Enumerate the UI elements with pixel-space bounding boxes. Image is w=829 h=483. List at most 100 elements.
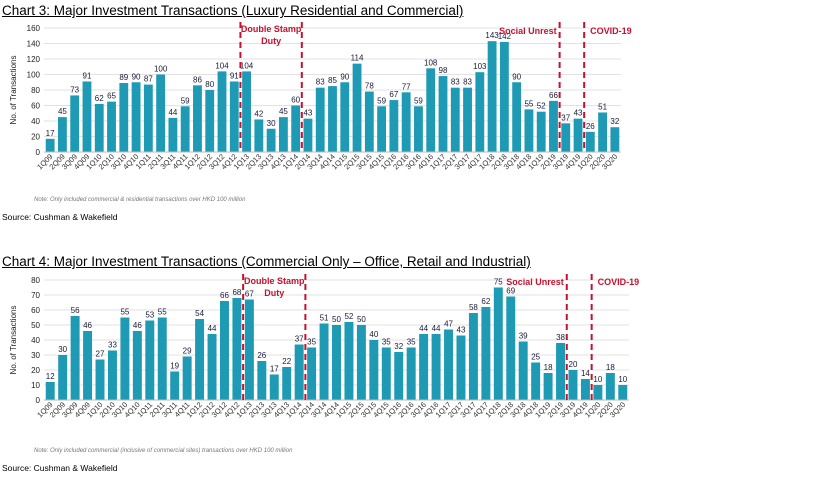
bar	[207, 334, 217, 400]
data-label: 67	[245, 290, 254, 299]
bar	[83, 331, 93, 400]
data-label: 83	[451, 78, 460, 87]
y-axis-label: No. of Transactions	[9, 306, 18, 375]
bar	[605, 373, 615, 400]
bar	[94, 103, 104, 152]
bar	[107, 350, 117, 400]
data-label: 62	[481, 297, 490, 306]
data-label: 62	[95, 94, 104, 103]
data-label: 90	[132, 72, 141, 81]
bar	[257, 361, 267, 400]
bar	[229, 81, 239, 152]
bar	[182, 356, 192, 400]
bar	[414, 106, 423, 152]
y-tick-label: 120	[27, 55, 41, 64]
y-tick-label: 40	[31, 336, 40, 345]
data-label: 91	[83, 71, 92, 80]
data-label: 33	[108, 341, 117, 350]
data-label: 89	[119, 73, 128, 82]
bar	[598, 112, 608, 152]
chart-4-source: Source: Cushman & Wakefield	[2, 463, 118, 473]
data-label: 103	[473, 62, 487, 71]
y-tick-label: 80	[31, 276, 40, 285]
y-tick-label: 0	[36, 148, 41, 157]
bar	[95, 359, 105, 400]
bar	[487, 41, 497, 152]
bar	[438, 76, 448, 152]
data-label: 42	[254, 109, 263, 118]
data-label: 51	[598, 102, 607, 111]
data-label: 55	[120, 308, 129, 317]
data-label: 17	[46, 129, 55, 138]
bar	[170, 371, 180, 400]
bar	[219, 301, 229, 400]
data-label: 86	[193, 75, 202, 84]
y-tick-label: 100	[27, 71, 41, 80]
bar	[145, 320, 155, 400]
data-label: 83	[316, 78, 325, 87]
data-label: 45	[58, 107, 67, 116]
data-label: 37	[561, 113, 570, 122]
y-tick-label: 50	[31, 321, 40, 330]
bar	[610, 127, 620, 152]
data-label: 91	[230, 71, 239, 80]
annotation-label: COVID-19	[598, 277, 640, 287]
bar	[389, 100, 399, 152]
chart-note: Note: Only included commercial (inclusiv…	[34, 448, 293, 454]
chart-3-title: Chart 3: Major Investment Transactions (…	[2, 3, 464, 18]
data-label: 37	[295, 335, 304, 344]
data-label: 47	[444, 320, 453, 329]
data-label: 56	[71, 306, 80, 315]
bar	[45, 382, 55, 400]
y-tick-label: 60	[31, 306, 40, 315]
y-tick-label: 80	[31, 86, 40, 95]
bar	[205, 90, 215, 152]
data-label: 80	[205, 80, 214, 89]
chart-3-plot: 0 20 40 60 80 100 120 140 160 No. of Transactions…	[9, 22, 632, 203]
bar	[394, 352, 404, 400]
bar	[585, 131, 595, 152]
data-label: 77	[402, 82, 411, 91]
data-label: 43	[574, 109, 583, 118]
bar	[156, 74, 166, 152]
data-label: 30	[58, 345, 67, 354]
y-tick-label: 40	[31, 117, 40, 126]
bar	[456, 335, 466, 400]
data-label: 29	[183, 347, 192, 356]
data-label: 44	[432, 324, 441, 333]
data-label: 59	[181, 96, 190, 105]
data-label: 52	[537, 102, 546, 111]
data-label: 27	[96, 350, 105, 359]
y-tick-label: 140	[27, 40, 41, 49]
data-label: 83	[463, 78, 472, 87]
data-label: 30	[267, 119, 276, 128]
bar	[499, 41, 509, 153]
y-tick-label: 20	[31, 133, 40, 142]
bar	[82, 81, 92, 152]
bar	[307, 347, 317, 400]
data-label: 10	[618, 375, 627, 384]
y-axis-label: No. of Transactions	[9, 56, 18, 125]
data-label: 44	[419, 324, 428, 333]
bar	[319, 323, 329, 400]
chart-note: Note: Only included commercial & residen…	[34, 197, 246, 203]
bar	[618, 385, 628, 400]
y-tick-label: 30	[31, 351, 40, 360]
bar	[369, 340, 379, 400]
bar	[431, 334, 441, 400]
bar	[543, 373, 553, 400]
bar	[278, 117, 288, 152]
bar	[332, 325, 341, 400]
bar	[463, 87, 472, 152]
bar	[328, 86, 337, 152]
bar	[475, 72, 485, 152]
bar	[573, 118, 583, 152]
data-label: 66	[220, 291, 229, 300]
data-label: 60	[291, 96, 300, 105]
bar	[132, 331, 142, 400]
bar	[381, 347, 391, 400]
data-label: 73	[70, 85, 79, 94]
bar	[291, 105, 301, 152]
data-label: 50	[332, 315, 341, 324]
bar	[377, 106, 387, 152]
